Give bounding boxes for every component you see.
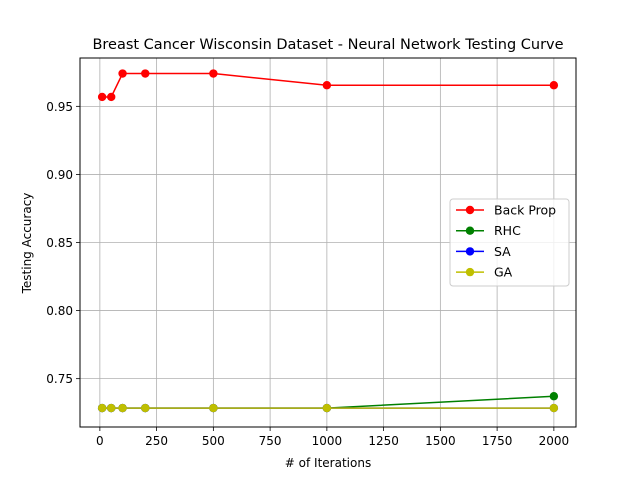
y-tick-label: 0.95 [46,100,73,114]
data-point [549,392,559,401]
legend-label: SA [494,244,511,259]
x-tick-label: 1750 [482,434,513,448]
x-tick-label: 750 [259,434,282,448]
data-point [322,81,332,90]
data-point [141,69,150,78]
legend-marker [465,267,475,277]
legend-marker [465,226,475,235]
x-tick-label: 2000 [539,434,570,448]
chart-title: Breast Cancer Wisconsin Dataset - Neural… [92,37,563,53]
x-axis-ticks: 0 250 500 750 1000 1250 1500 1750 2000 [96,427,569,448]
x-tick-label: 1000 [312,434,343,448]
data-point [118,69,127,78]
data-point [107,403,116,413]
data-point [209,403,218,413]
series-back-prop [97,69,559,102]
data-point [322,403,332,413]
y-tick-label: 0.90 [46,168,73,182]
x-tick-label: 1250 [368,434,399,448]
legend-label: Back Prop [494,203,556,218]
y-tick-label: 0.85 [46,236,73,250]
y-tick-label: 0.75 [46,372,73,386]
legend-marker [465,205,475,215]
data-point [549,81,559,90]
data-point [97,92,107,102]
x-tick-label: 0 [96,434,104,448]
y-axis-label: Testing Accuracy [20,193,34,295]
grid-lines [80,58,576,427]
data-point [107,92,116,102]
legend-entry: RHC [456,223,521,238]
legend-box [449,198,570,287]
data-point [549,403,559,413]
legend-entry: GA [456,265,513,280]
data-point [97,403,107,413]
plot-series [97,69,559,413]
x-tick-label: 500 [202,434,225,448]
x-axis-label: # of Iterations [285,456,371,470]
y-axis-ticks: 0.75 0.80 0.85 0.90 0.95 [46,100,80,386]
legend-label: RHC [494,223,521,238]
x-tick-label: 250 [145,434,168,448]
legend-entry: SA [456,244,511,259]
data-point [141,403,150,413]
data-point [118,403,127,413]
series-ga [97,403,559,413]
legend-marker [465,247,475,256]
legend-entry: Back Prop [456,203,556,218]
x-tick-label: 1500 [425,434,456,448]
y-tick-label: 0.80 [46,304,73,318]
legend-label: GA [494,265,513,280]
data-point [209,69,218,78]
legend: Back Prop RHC SA GA [449,198,570,287]
